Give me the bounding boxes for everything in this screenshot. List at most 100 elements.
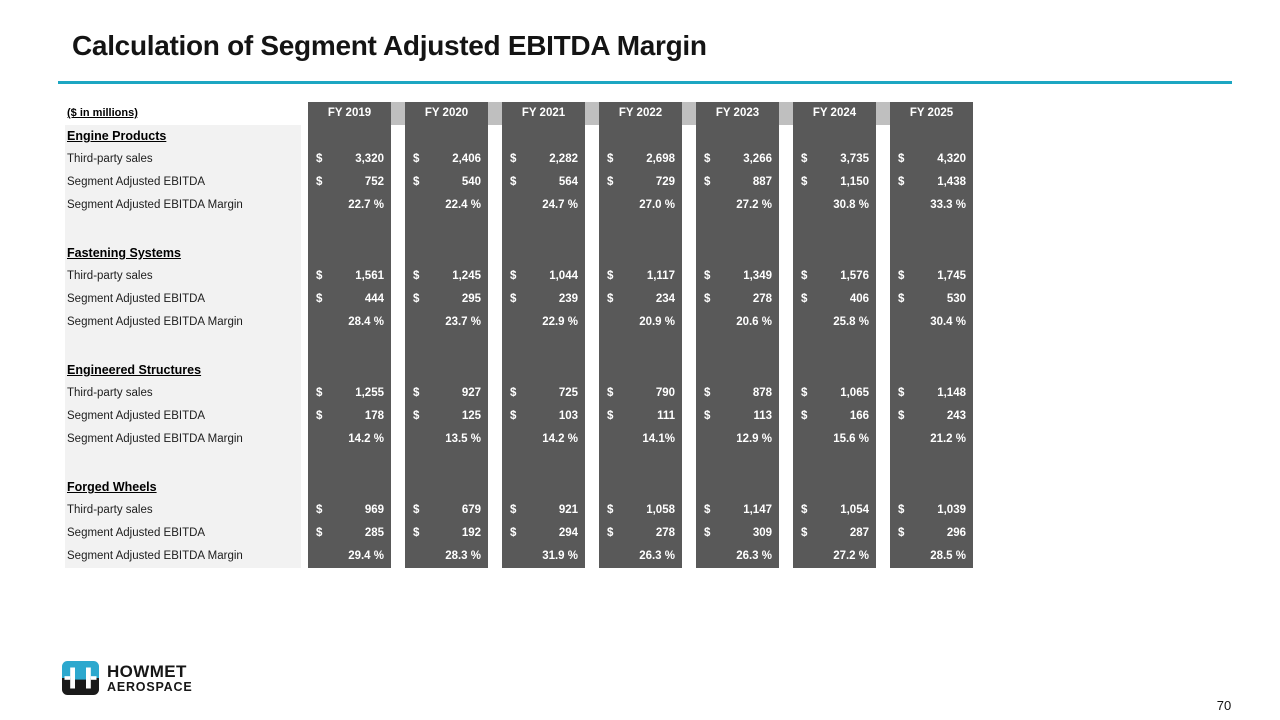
ebitda-value: 309 xyxy=(753,522,772,545)
dollar-sign: $ xyxy=(413,171,419,194)
margin-value: 29.4 % xyxy=(348,545,384,568)
margin-cell: 29.4 % xyxy=(308,545,391,568)
segment-ebitda-row: Segment Adjusted EBITDA$444$295$239$234$… xyxy=(65,288,973,311)
margin-value: 27.2 % xyxy=(736,194,772,217)
ebitda-cell: $309 xyxy=(696,522,779,545)
dollar-sign: $ xyxy=(704,522,710,545)
dollar-sign: $ xyxy=(607,288,613,311)
ebitda-value: 1,438 xyxy=(937,171,966,194)
year-column-header: FY 2020 xyxy=(405,102,488,125)
sales-value: 1,561 xyxy=(355,265,384,288)
ebitda-cell: $278 xyxy=(696,288,779,311)
dollar-sign: $ xyxy=(510,171,516,194)
ebitda-cell: $752 xyxy=(308,171,391,194)
margin-cell: 26.3 % xyxy=(599,545,682,568)
sales-cell: $1,576 xyxy=(793,265,876,288)
ebitda-cell: $243 xyxy=(890,405,973,428)
dollar-sign: $ xyxy=(316,522,322,545)
row-label-sales: Third-party sales xyxy=(67,148,153,171)
sales-cell: $679 xyxy=(405,499,488,522)
row-label-margin: Segment Adjusted EBITDA Margin xyxy=(67,545,243,568)
margin-cell: 22.4 % xyxy=(405,194,488,217)
dollar-sign: $ xyxy=(316,265,322,288)
dollar-sign: $ xyxy=(413,148,419,171)
sales-value: 969 xyxy=(365,499,384,522)
table-header-row: ($ in millions)FY 2019FY 2020FY 2021FY 2… xyxy=(65,102,973,125)
margin-value: 27.0 % xyxy=(639,194,675,217)
logo-wordmark: HOWMET AEROSPACE xyxy=(107,663,192,694)
dollar-sign: $ xyxy=(607,499,613,522)
ebitda-cell: $166 xyxy=(793,405,876,428)
dollar-sign: $ xyxy=(801,499,807,522)
row-label-sales: Third-party sales xyxy=(67,382,153,405)
sales-cell: $2,406 xyxy=(405,148,488,171)
sales-cell: $4,320 xyxy=(890,148,973,171)
howmet-logo: HOWMET AEROSPACE xyxy=(62,661,192,695)
sales-cell: $1,039 xyxy=(890,499,973,522)
segment-title: Engine Products xyxy=(67,125,166,148)
margin-value: 20.9 % xyxy=(639,311,675,334)
margin-cell: 25.8 % xyxy=(793,311,876,334)
sales-value: 2,698 xyxy=(646,148,675,171)
sales-cell: $1,058 xyxy=(599,499,682,522)
segment-title-row: Engineered Structures xyxy=(65,359,973,382)
sales-cell: $1,349 xyxy=(696,265,779,288)
ebitda-value: 243 xyxy=(947,405,966,428)
margin-cell: 15.6 % xyxy=(793,428,876,451)
dollar-sign: $ xyxy=(898,265,904,288)
sales-value: 921 xyxy=(559,499,578,522)
sales-value: 2,406 xyxy=(452,148,481,171)
dollar-sign: $ xyxy=(413,405,419,428)
row-label-ebitda: Segment Adjusted EBITDA xyxy=(67,522,205,545)
ebitda-cell: $178 xyxy=(308,405,391,428)
ebitda-value: 239 xyxy=(559,288,578,311)
margin-cell: 22.9 % xyxy=(502,311,585,334)
margin-cell: 31.9 % xyxy=(502,545,585,568)
ebitda-cell: $113 xyxy=(696,405,779,428)
margin-cell: 13.5 % xyxy=(405,428,488,451)
margin-value: 14.1% xyxy=(642,428,675,451)
ebitda-value: 294 xyxy=(559,522,578,545)
ebitda-value: 564 xyxy=(559,171,578,194)
row-label-sales: Third-party sales xyxy=(67,265,153,288)
margin-cell: 14.2 % xyxy=(308,428,391,451)
slide-title: Calculation of Segment Adjusted EBITDA M… xyxy=(72,30,707,62)
margin-cell: 27.2 % xyxy=(696,194,779,217)
margin-value: 31.9 % xyxy=(542,545,578,568)
year-column-header: FY 2022 xyxy=(599,102,682,125)
sales-value: 878 xyxy=(753,382,772,405)
sales-cell: $3,320 xyxy=(308,148,391,171)
row-label-margin: Segment Adjusted EBITDA Margin xyxy=(67,194,243,217)
ebitda-cell: $1,438 xyxy=(890,171,973,194)
dollar-sign: $ xyxy=(413,265,419,288)
margin-cell: 28.4 % xyxy=(308,311,391,334)
sales-value: 1,065 xyxy=(840,382,869,405)
dollar-sign: $ xyxy=(510,288,516,311)
dollar-sign: $ xyxy=(316,499,322,522)
dollar-sign: $ xyxy=(898,148,904,171)
sales-value: 1,058 xyxy=(646,499,675,522)
dollar-sign: $ xyxy=(316,382,322,405)
ebitda-cell: $234 xyxy=(599,288,682,311)
sales-cell: $927 xyxy=(405,382,488,405)
margin-cell: 14.2 % xyxy=(502,428,585,451)
margin-cell: 12.9 % xyxy=(696,428,779,451)
segment-title: Engineered Structures xyxy=(67,359,201,382)
dollar-sign: $ xyxy=(898,499,904,522)
sales-cell: $725 xyxy=(502,382,585,405)
year-column-header: FY 2024 xyxy=(793,102,876,125)
sales-value: 679 xyxy=(462,499,481,522)
segment-title: Fastening Systems xyxy=(67,242,181,265)
margin-cell: 30.8 % xyxy=(793,194,876,217)
sales-cell: $790 xyxy=(599,382,682,405)
ebitda-value: 752 xyxy=(365,171,384,194)
row-label-margin: Segment Adjusted EBITDA Margin xyxy=(67,428,243,451)
margin-cell: 21.2 % xyxy=(890,428,973,451)
dollar-sign: $ xyxy=(704,405,710,428)
ebitda-cell: $278 xyxy=(599,522,682,545)
ebitda-value: 287 xyxy=(850,522,869,545)
ebitda-value: 887 xyxy=(753,171,772,194)
ebitda-value: 278 xyxy=(753,288,772,311)
dollar-sign: $ xyxy=(413,288,419,311)
ebitda-cell: $239 xyxy=(502,288,585,311)
